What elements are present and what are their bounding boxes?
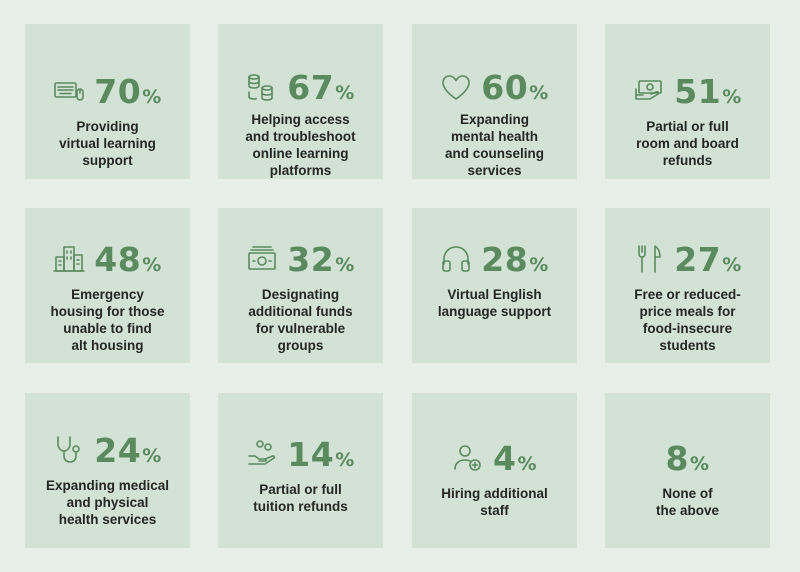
- stat-label: Designating additional funds for vulnera…: [248, 287, 353, 353]
- buildings-icon: [53, 246, 86, 272]
- stat-card-mental-health: 60% Expanding mental health and counseli…: [412, 24, 577, 179]
- percentage-value: 24%: [94, 430, 162, 470]
- stat-card-english-support: 28% Virtual English language support: [412, 208, 577, 363]
- stat-row: 14%: [246, 431, 354, 477]
- coins-hand-icon: [248, 440, 276, 465]
- percentage-value: 8%: [665, 438, 710, 478]
- stat-row: 48%: [53, 236, 161, 282]
- stat-label: Providing virtual learning support: [59, 119, 156, 168]
- stat-row: 60%: [440, 68, 548, 107]
- stat-row: 51%: [633, 68, 741, 114]
- stat-row: 8%: [665, 435, 709, 481]
- keyboard-mouse-icon: [54, 82, 85, 101]
- stat-label: None of the above: [655, 486, 720, 518]
- stat-row: 67%: [246, 68, 354, 107]
- stat-card-room-board: 51% Partial or full room and board refun…: [605, 24, 770, 179]
- stat-row: 27%: [633, 236, 741, 282]
- stat-card-online-platforms: 67% Helping access and troubleshoot onli…: [218, 24, 383, 179]
- percentage-value: 67%: [287, 68, 355, 107]
- stat-card-medical-services: 24% Expanding medical and physical healt…: [25, 393, 190, 548]
- stat-label: Partial or full tuition refunds: [253, 482, 348, 514]
- stat-card-additional-staff: 4% Hiring additional staff: [412, 393, 577, 548]
- stat-label: Free or reduced- price meals for food-in…: [634, 287, 741, 353]
- stat-row: 4%: [452, 435, 537, 481]
- stat-row: 28%: [440, 236, 548, 282]
- stat-label: Virtual English language support: [437, 287, 552, 319]
- stat-label: Hiring additional staff: [441, 486, 548, 518]
- percentage-value: 60%: [481, 68, 549, 107]
- money-hand-icon: [635, 80, 663, 100]
- stat-label: Helping access and troubleshoot online l…: [245, 112, 356, 178]
- percentage-value: 4%: [492, 438, 537, 478]
- percentage-value: 32%: [287, 239, 355, 279]
- headphones-icon: [442, 246, 471, 272]
- percentage-value: 70%: [94, 71, 162, 111]
- percentage-value: 27%: [674, 239, 742, 279]
- database-icon: [248, 73, 274, 101]
- heart-icon: [442, 74, 471, 100]
- add-user-icon: [454, 445, 481, 471]
- stat-label: Expanding medical and physical health se…: [45, 478, 170, 527]
- percentage-value: 28%: [481, 239, 549, 279]
- fork-knife-icon: [638, 245, 662, 273]
- stat-row: 32%: [246, 236, 354, 282]
- stat-label: Emergency housing for those unable to fi…: [50, 287, 165, 353]
- stat-card-tuition-refunds: 14% Partial or full tuition refunds: [218, 393, 383, 548]
- stat-card-none: 8% None of the above: [605, 393, 770, 548]
- stat-row: 24%: [53, 427, 161, 473]
- stat-row: 70%: [53, 68, 161, 114]
- stat-card-emergency-housing: 48% Emergency housing for those unable t…: [25, 208, 190, 363]
- percentage-value: 48%: [94, 239, 162, 279]
- stethoscope-icon: [57, 436, 81, 463]
- percentage-value: 51%: [674, 71, 742, 111]
- stat-label: Expanding mental health and counseling s…: [444, 112, 544, 178]
- cash-stack-icon: [248, 246, 277, 270]
- stat-card-meals: 27% Free or reduced- price meals for foo…: [605, 208, 770, 363]
- percentage-value: 14%: [287, 434, 355, 474]
- stat-label: Partial or full room and board refunds: [636, 119, 739, 168]
- stat-card-virtual-learning: 70% Providing virtual learning support: [25, 24, 190, 179]
- stat-card-additional-funds: 32% Designating additional funds for vul…: [218, 208, 383, 363]
